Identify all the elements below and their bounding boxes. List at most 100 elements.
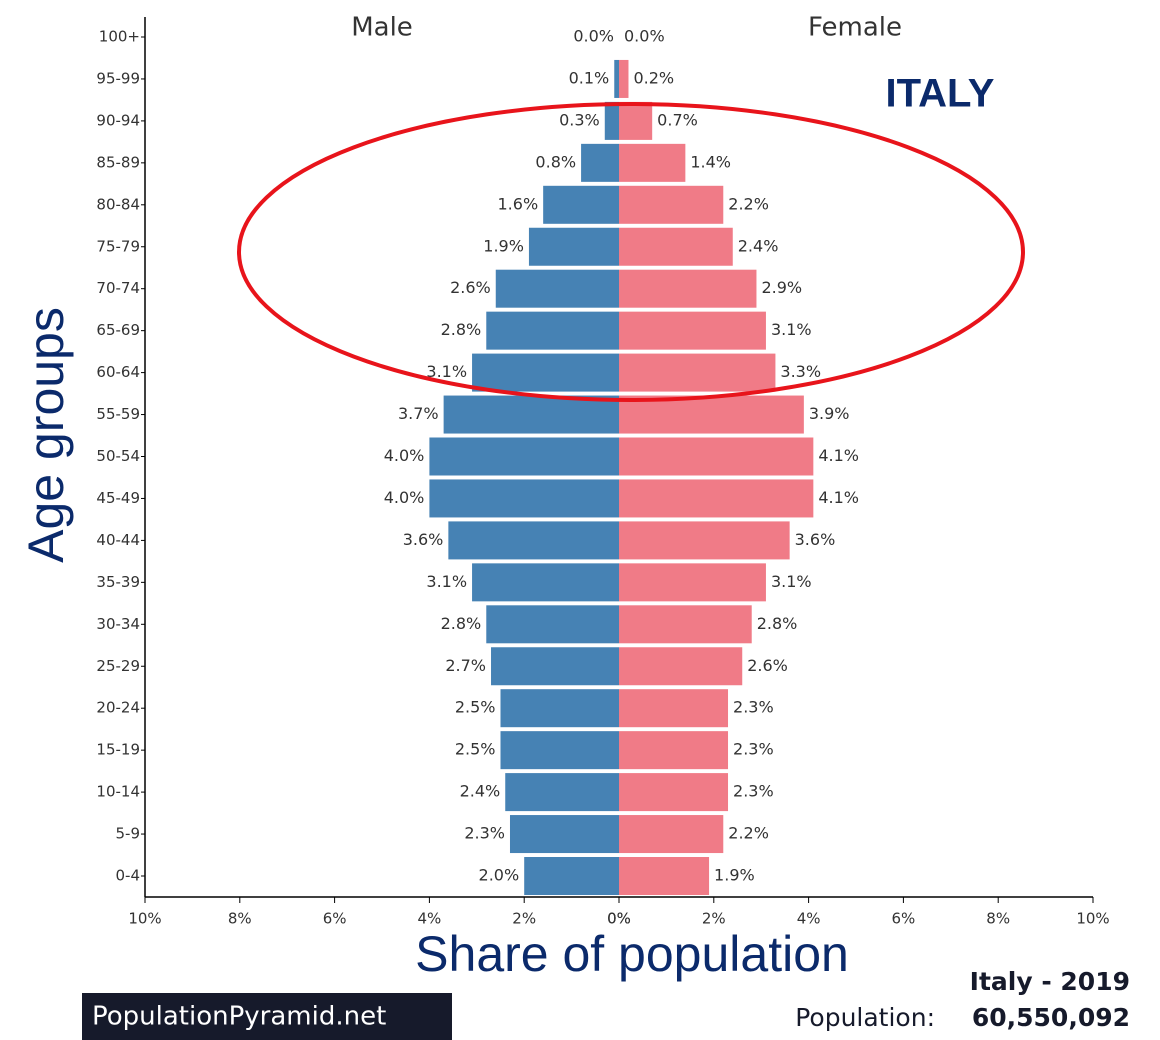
value-label: 0.2%: [633, 68, 674, 87]
bar: [619, 437, 814, 476]
y-tick-label: 100+: [99, 28, 140, 46]
plot: 10% 8% 6% 4% 2% 0%0% 2% 4% 6% 8% 10%100+ 0.0% 0.0%95…: [96, 13, 1109, 928]
value-label: 1.9%: [714, 866, 755, 885]
y-tick-label: 5-9: [116, 825, 141, 843]
y-tick-label: 20-24: [96, 699, 140, 717]
x-tick-label: 0%: [607, 910, 631, 928]
value-label: 0.0%: [573, 27, 614, 46]
value-label: 2.7%: [445, 656, 486, 675]
bar: [619, 479, 814, 518]
y-tick-label: 55-59: [96, 405, 140, 423]
bar: [505, 773, 619, 812]
value-label: 0.3%: [559, 110, 600, 129]
y-tick-label: 40-44: [96, 531, 140, 549]
y-tick-label: 0-4: [116, 867, 141, 885]
value-label: 2.6%: [450, 278, 491, 297]
value-label: 2.8%: [757, 614, 798, 633]
x-axis-label: Share of population: [415, 926, 849, 982]
population: 60,550,092: [972, 1003, 1130, 1032]
x-tick-label: 6%: [892, 910, 916, 928]
value-label: 1.6%: [498, 194, 539, 213]
bar: [619, 311, 766, 350]
value-label: 2.3%: [733, 782, 774, 801]
bar: [619, 59, 629, 98]
y-tick-label: 35-39: [96, 573, 140, 591]
bar: [619, 521, 790, 560]
source: PopulationPyramid.net: [92, 1002, 386, 1032]
bar: [619, 563, 766, 602]
bar: [619, 773, 729, 812]
y-tick-label: 75-79: [96, 237, 140, 255]
y-tick-label: 80-84: [96, 195, 140, 213]
x-tick-label: 10%: [128, 910, 161, 928]
value-label: 3.1%: [426, 362, 467, 381]
value-label: 0.0%: [624, 27, 665, 46]
bar: [500, 731, 619, 770]
value-label: 4.0%: [384, 446, 425, 465]
value-label: 2.8%: [441, 614, 482, 633]
y-tick-label: 15-19: [96, 741, 140, 759]
y-tick-label: 95-99: [96, 69, 140, 87]
bar: [543, 185, 619, 224]
value-label: 2.2%: [728, 194, 769, 213]
bar: [429, 479, 619, 518]
value-label: 3.3%: [780, 362, 821, 381]
value-label: 0.8%: [535, 152, 576, 171]
value-label: 2.6%: [747, 656, 788, 675]
population-label: Population:: [795, 1003, 935, 1032]
y-tick-label: 30-34: [96, 615, 140, 633]
value-label: 3.1%: [771, 320, 812, 339]
y-tick-label: 65-69: [96, 321, 140, 339]
bar: [443, 395, 619, 434]
value-label: 2.8%: [441, 320, 482, 339]
bar: [604, 101, 619, 140]
bar: [500, 689, 619, 728]
bar: [619, 689, 729, 728]
value-label: 2.3%: [464, 824, 505, 843]
value-label: 0.1%: [569, 68, 610, 87]
value-label: 4.0%: [384, 488, 425, 507]
subtitle: Italy - 2019: [970, 967, 1130, 996]
bar: [619, 353, 776, 392]
legend-entry: Male: [351, 13, 413, 43]
y-tick-label: 50-54: [96, 447, 140, 465]
bar: [472, 563, 619, 602]
y-axis-label: Age groups: [18, 307, 74, 563]
value-label: 2.5%: [455, 698, 496, 717]
value-label: 2.4%: [738, 236, 779, 255]
x-tick-label: 2%: [702, 910, 726, 928]
bar: [619, 857, 710, 895]
bar: [509, 815, 619, 854]
x-tick-label: 0%: [607, 910, 631, 928]
bar: [486, 605, 619, 644]
bar: [619, 227, 733, 266]
bar: [491, 647, 619, 686]
bar: [619, 101, 653, 140]
value-label: 2.3%: [733, 698, 774, 717]
x-tick-label: 6%: [323, 910, 347, 928]
x-tick-label: 8%: [228, 910, 252, 928]
bar: [528, 227, 619, 266]
value-label: 4.1%: [818, 446, 859, 465]
y-tick-label: 70-74: [96, 279, 140, 297]
value-label: 3.9%: [809, 404, 850, 423]
value-label: 1.4%: [690, 152, 731, 171]
x-tick-label: 4%: [797, 910, 821, 928]
value-label: 2.0%: [479, 866, 520, 885]
bar: [486, 311, 619, 350]
x-tick-label: 10%: [1076, 910, 1109, 928]
value-label: 3.7%: [398, 404, 439, 423]
value-label: 2.3%: [733, 740, 774, 759]
bar: [619, 731, 729, 770]
value-label: 3.6%: [795, 530, 836, 549]
y-tick-label: 60-64: [96, 363, 140, 381]
x-tick-label: 4%: [418, 910, 442, 928]
y-tick-label: 25-29: [96, 657, 140, 675]
bar: [495, 269, 619, 308]
x-tick-label: 8%: [986, 910, 1010, 928]
bar: [619, 143, 686, 182]
highlight-ellipse: [237, 102, 1025, 402]
value-label: 2.9%: [761, 278, 802, 297]
